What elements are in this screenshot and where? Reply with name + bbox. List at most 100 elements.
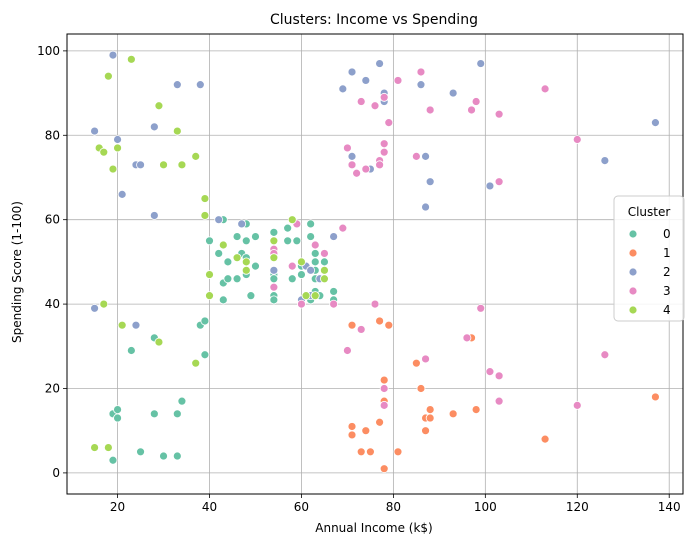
- data-point-cluster-0: [214, 249, 224, 258]
- legend-marker: [628, 286, 638, 296]
- data-point-cluster-0: [159, 451, 168, 461]
- data-point-cluster-3: [467, 105, 476, 115]
- data-point-cluster-0: [113, 405, 122, 414]
- data-point-cluster-4: [191, 151, 201, 161]
- data-point-cluster-0: [283, 223, 293, 233]
- data-point-cluster-4: [90, 443, 99, 452]
- y-axis-label: Spending Score (1-100): [10, 201, 24, 343]
- data-point-cluster-0: [232, 274, 242, 284]
- data-point-cluster-0: [172, 409, 182, 419]
- data-point-cluster-0: [136, 447, 145, 457]
- data-point-cluster-3: [540, 84, 550, 94]
- data-point-cluster-0: [283, 236, 293, 246]
- data-point-cluster-2: [306, 265, 316, 275]
- data-point-cluster-4: [310, 291, 320, 301]
- data-point-cluster-4: [99, 299, 109, 309]
- data-point-cluster-0: [306, 232, 316, 241]
- data-point-cluster-2: [136, 160, 145, 170]
- data-point-cluster-4: [320, 265, 329, 275]
- data-point-cluster-4: [297, 257, 306, 267]
- data-point-cluster-2: [90, 303, 99, 313]
- data-point-cluster-1: [425, 405, 435, 414]
- data-point-cluster-0: [269, 295, 279, 305]
- x-tick-label: 20: [110, 500, 125, 514]
- data-point-cluster-4: [269, 253, 279, 263]
- data-point-cluster-3: [572, 400, 582, 410]
- x-tick-label: 40: [202, 500, 217, 514]
- data-point-cluster-1: [366, 447, 375, 457]
- legend-label: 1: [663, 246, 671, 260]
- data-point-cluster-4: [218, 240, 228, 250]
- data-point-cluster-0: [200, 350, 210, 360]
- data-point-cluster-3: [471, 97, 481, 106]
- data-point-cluster-2: [448, 88, 458, 98]
- data-point-cluster-1: [361, 426, 371, 436]
- data-point-cluster-1: [347, 430, 357, 440]
- data-point-cluster-0: [269, 227, 279, 237]
- data-point-cluster-4: [301, 291, 311, 301]
- data-point-cluster-3: [379, 384, 389, 393]
- y-tick-label: 20: [45, 381, 60, 395]
- data-point-cluster-0: [113, 413, 122, 423]
- data-point-cluster-2: [237, 219, 247, 229]
- data-point-cluster-3: [297, 299, 306, 309]
- data-point-cluster-0: [232, 232, 242, 241]
- data-point-cluster-0: [287, 274, 297, 284]
- legend-label: 0: [663, 227, 671, 241]
- data-point-cluster-3: [379, 139, 389, 149]
- legend-label: 2: [663, 265, 671, 279]
- data-point-cluster-4: [103, 443, 113, 452]
- data-points: [90, 50, 660, 474]
- data-point-cluster-0: [292, 236, 302, 246]
- data-point-cluster-3: [338, 223, 348, 233]
- legend-label: 4: [663, 303, 671, 317]
- legend-marker: [628, 267, 638, 277]
- data-point-cluster-0: [297, 270, 306, 279]
- data-point-cluster-4: [232, 253, 242, 263]
- data-point-cluster-3: [411, 151, 421, 161]
- data-point-cluster-0: [126, 346, 136, 355]
- data-point-cluster-4: [99, 147, 109, 157]
- data-point-cluster-0: [241, 236, 251, 246]
- legend-title: Cluster: [628, 205, 671, 219]
- data-point-cluster-4: [200, 194, 210, 203]
- x-axis-label: Annual Income (k$): [315, 521, 432, 535]
- data-point-cluster-4: [241, 265, 251, 275]
- data-point-cluster-3: [379, 92, 389, 102]
- data-point-cluster-0: [310, 257, 320, 267]
- data-point-cluster-4: [126, 54, 136, 64]
- y-tick-label: 60: [45, 213, 60, 227]
- data-point-cluster-2: [476, 59, 486, 68]
- y-tick-label: 80: [45, 128, 60, 142]
- data-point-cluster-3: [347, 160, 357, 170]
- data-point-cluster-1: [375, 417, 384, 427]
- data-point-cluster-3: [352, 168, 362, 178]
- data-point-cluster-2: [269, 265, 279, 275]
- data-point-cluster-1: [425, 413, 435, 423]
- data-point-cluster-3: [343, 143, 352, 153]
- x-tick-label: 60: [294, 500, 309, 514]
- data-point-cluster-4: [177, 160, 187, 170]
- data-point-cluster-2: [329, 232, 339, 241]
- data-point-cluster-2: [90, 126, 99, 136]
- data-point-cluster-0: [200, 316, 210, 326]
- data-point-cluster-4: [172, 126, 182, 136]
- data-point-cluster-3: [572, 135, 582, 144]
- data-point-cluster-2: [375, 59, 384, 68]
- data-point-cluster-4: [200, 211, 210, 220]
- data-point-cluster-2: [347, 67, 357, 77]
- legend: Cluster 0 1 2 3 4: [613, 195, 685, 322]
- data-point-cluster-2: [421, 202, 430, 212]
- legend-items: 0 1 2 3 4: [628, 227, 671, 317]
- data-point-cluster-3: [393, 76, 403, 85]
- y-tick-label: 100: [37, 44, 60, 58]
- data-point-cluster-3: [370, 299, 380, 309]
- data-point-cluster-1: [393, 447, 403, 457]
- data-point-cluster-3: [320, 249, 329, 258]
- data-point-cluster-4: [205, 291, 214, 301]
- data-point-cluster-3: [329, 299, 339, 309]
- data-point-cluster-0: [306, 219, 316, 229]
- data-point-cluster-4: [154, 101, 164, 111]
- data-point-cluster-3: [269, 282, 279, 292]
